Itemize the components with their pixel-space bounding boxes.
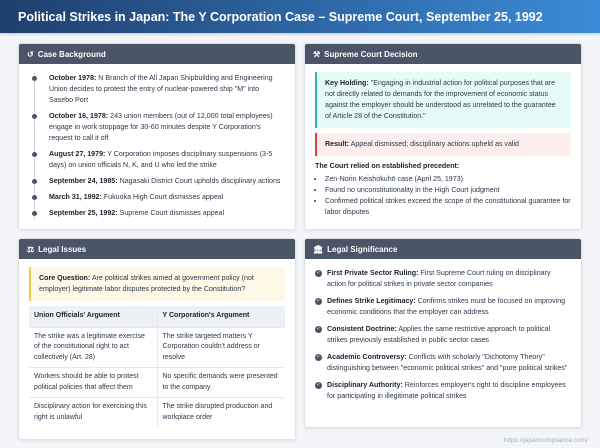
legal-issues-card: ⚖ Legal Issues Core Question: Are politic… <box>18 238 296 440</box>
timeline-item: August 27, 1979: Y Corporation imposes d… <box>32 149 285 171</box>
card-header: ⚖ Legal Issues <box>19 239 295 259</box>
table-row: The strike was a legitimate exercise of … <box>29 326 285 368</box>
timeline-item: March 31, 1992: Fukuoka High Court dismi… <box>32 192 285 203</box>
significance-item: ✓ First Private Sector Ruling: First Supr… <box>315 269 551 288</box>
check-circle-icon: ✓ <box>315 354 322 361</box>
key-holding: Key Holding: "Engaging in industrial act… <box>315 72 571 128</box>
check-circle-icon: ✓ <box>315 326 322 333</box>
table-cell: No specific demands were presented to th… <box>156 367 285 398</box>
check-circle-icon: ✓ <box>315 382 322 389</box>
table-cell: The strike was a legitimate exercise of … <box>29 326 157 368</box>
card-header: 🏛 Legal Significance <box>305 239 581 259</box>
timeline-item: September 25, 1992: Supreme Court dismis… <box>32 208 285 219</box>
card-title: Case Background <box>37 49 106 59</box>
table-row: Disciplinary action for exercising this … <box>29 397 285 427</box>
legal-significance-card: 🏛 Legal Significance ✓ First Private Secto… <box>304 238 582 428</box>
gavel-icon: ⚒ <box>313 49 321 59</box>
table-row: Workers should be able to protest politi… <box>29 367 285 398</box>
list-item: Confirmed political strikes exceed the s… <box>325 196 571 218</box>
decision-card: ⚒ Supreme Court Decision Key Holding: "En… <box>304 43 582 230</box>
page-title: Political Strikes in Japan: The Y Corpor… <box>0 0 600 33</box>
significance-item: ✓ Academic Controversy: Conflicts with sc… <box>315 353 568 372</box>
arguments-table: Union Officials' Argument Y Corporation's… <box>29 306 285 427</box>
table-cell: The strike disrupted production and work… <box>156 397 285 427</box>
card-title: Supreme Court Decision <box>324 49 418 59</box>
table-cell: Workers should be able to protest politi… <box>29 367 157 398</box>
landmark-icon: 🏛 <box>313 244 324 254</box>
footer-url[interactable]: https://japancompliance.com/ <box>503 437 588 444</box>
significance-item: ✓ Disciplinary Authority: Reinforces empl… <box>315 381 566 400</box>
balance-scale-icon: ⚖ <box>27 244 35 254</box>
precedent-list: Zen-Norin Keishokuhō case (April 25, 197… <box>315 174 571 218</box>
history-icon: ↺ <box>27 49 34 59</box>
column-header: Y Corporation's Argument <box>156 306 285 327</box>
precedent-heading: The Court relied on established preceden… <box>315 162 460 170</box>
column-header: Union Officials' Argument <box>29 306 157 327</box>
table-cell: The strike targeted matters Y Corporatio… <box>156 326 285 368</box>
card-header: ⚒ Supreme Court Decision <box>305 44 581 64</box>
result-box: Result: Appeal dismissed; disciplinary a… <box>315 133 571 156</box>
list-item: Zen-Norin Keishokuhō case (April 25, 197… <box>325 174 571 185</box>
core-question: Core Question: Are political strikes aim… <box>29 267 285 301</box>
significance-item: ✓ Defines Strike Legitimacy: Confirms str… <box>315 297 566 316</box>
timeline-item: October 16, 1978: 243 union members (out… <box>32 111 285 144</box>
table-cell: Disciplinary action for exercising this … <box>29 397 157 427</box>
list-item: Found no unconstitutionality in the High… <box>325 185 571 196</box>
check-circle-icon: ✓ <box>315 270 322 277</box>
card-title: Legal Significance <box>327 244 398 254</box>
timeline-item: October 1978: N Branch of the All Japan … <box>32 73 285 106</box>
check-circle-icon: ✓ <box>315 298 322 305</box>
case-background-card: ↺ Case Background October 1978: N Branch … <box>18 43 296 230</box>
card-header: ↺ Case Background <box>19 44 295 64</box>
timeline-item: September 24, 1985: Nagasaki District Co… <box>32 176 285 187</box>
card-title: Legal Issues <box>38 244 87 254</box>
significance-item: ✓ Consistent Doctrine: Applies the same r… <box>315 325 551 344</box>
